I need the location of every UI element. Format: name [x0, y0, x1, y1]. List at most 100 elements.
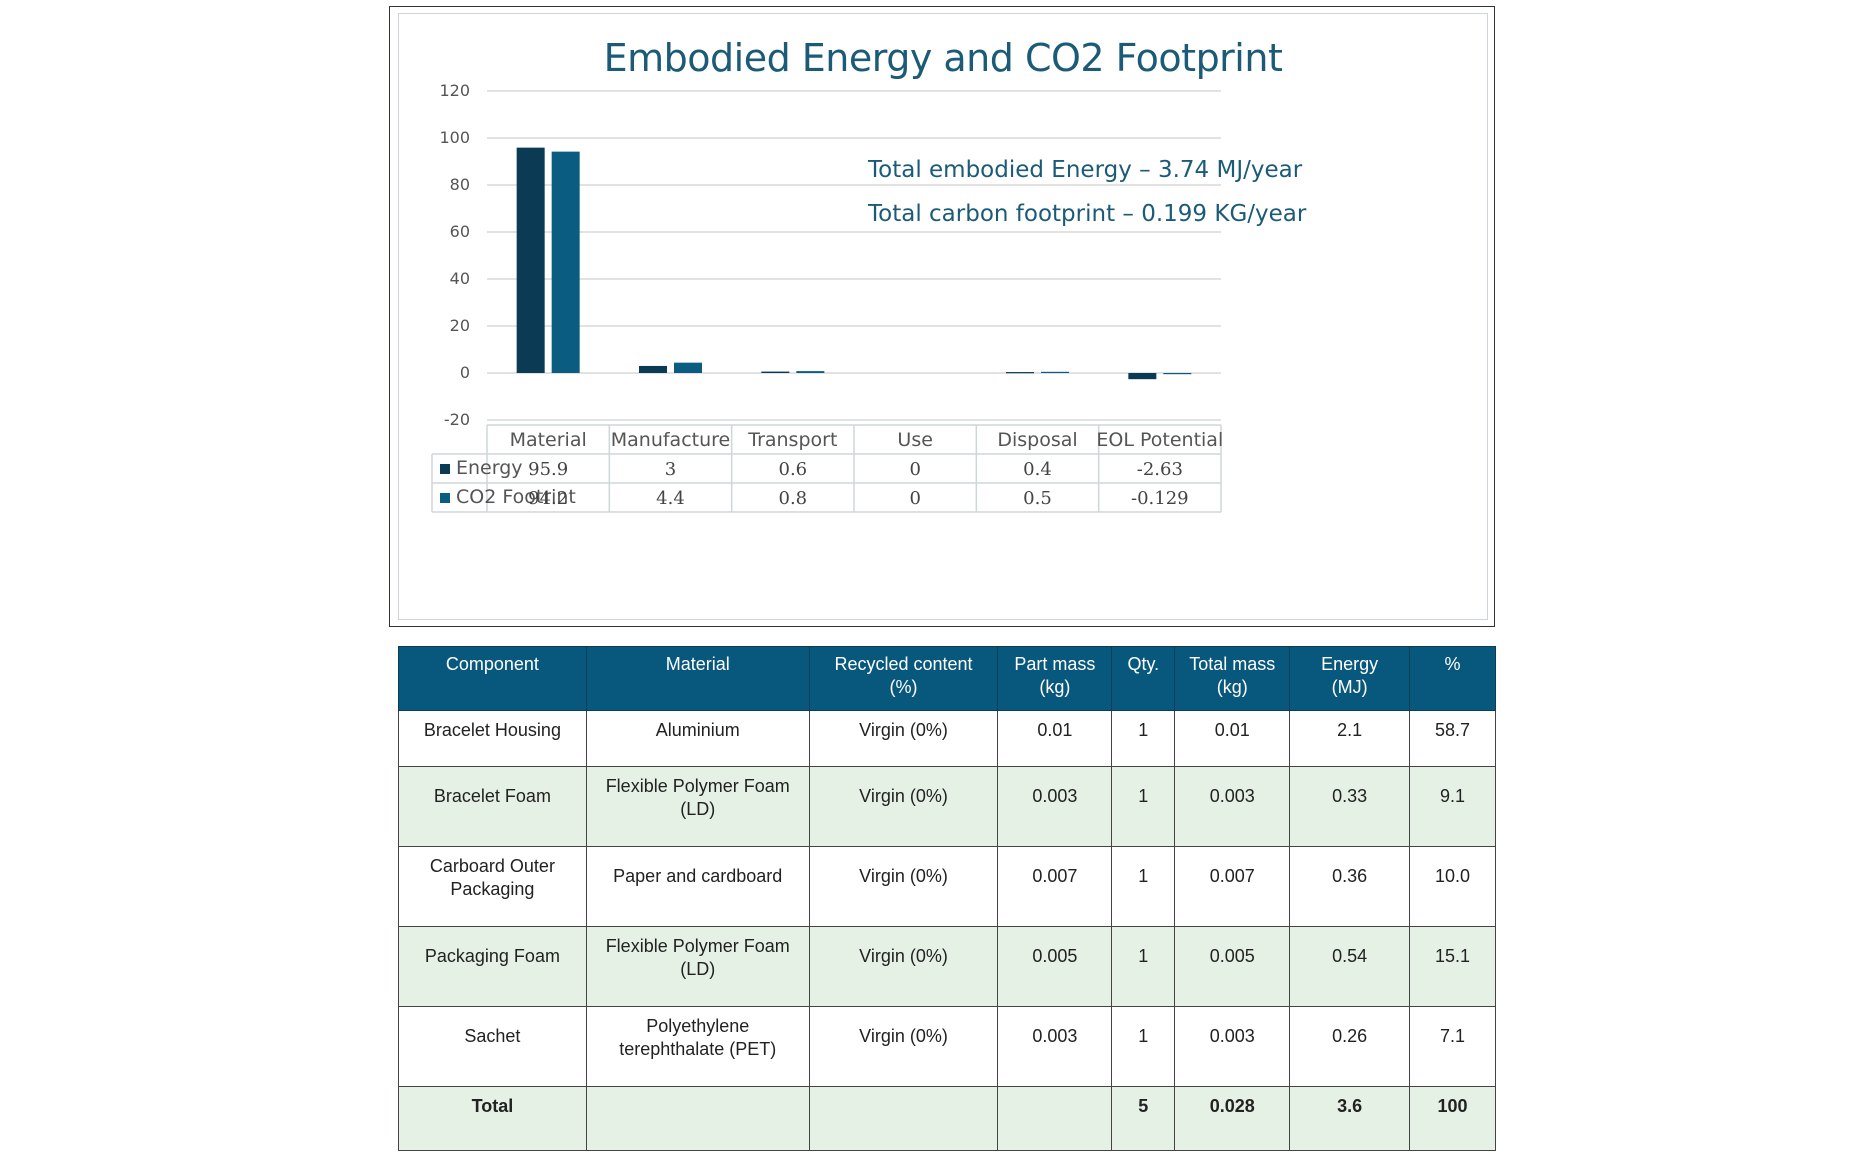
cell-component: Packaging Foam	[398, 926, 587, 1007]
cell-total-percent: 100	[1409, 1086, 1496, 1151]
cell-material: Aluminium	[585, 710, 810, 767]
cell-part-mass: 0.007	[997, 846, 1113, 927]
data-label: 0	[909, 459, 920, 480]
cell-qty: 1	[1111, 766, 1176, 847]
table-row: Bracelet Housing Aluminium Virgin (0%) 0…	[398, 710, 1496, 767]
y-tick-label: 20	[450, 316, 470, 335]
cell-percent: 10.0	[1409, 846, 1496, 927]
y-tick-label: 80	[450, 175, 470, 194]
cell-recycled: Virgin (0%)	[808, 710, 999, 767]
data-label: 0.5	[1023, 488, 1052, 509]
cell-material: Polyethylene terephthalate (PET)	[585, 1006, 810, 1087]
header-component: Component	[398, 646, 587, 711]
cell-recycled: Virgin (0%)	[808, 766, 999, 847]
cell-part-mass: 0.003	[997, 766, 1113, 847]
legend-swatch	[440, 493, 450, 503]
cell-recycled: Virgin (0%)	[808, 926, 999, 1007]
bar-co2-footrint-manufacture	[674, 362, 702, 373]
cell-total-mass: 0.028	[1174, 1086, 1291, 1151]
x-category-label: Transport	[747, 429, 837, 451]
x-category-label: Use	[897, 429, 933, 451]
cell-total-mass: 0.005	[1174, 926, 1291, 1007]
bar-co2-footrint-transport	[796, 371, 825, 373]
cell-energy: 2.1	[1289, 710, 1411, 767]
cell-material: Paper and cardboard	[585, 846, 810, 927]
header-part-mass: Part mass (kg)	[997, 646, 1113, 711]
component-table: Component Material Recycled content (%) P…	[398, 646, 1496, 1151]
data-label: 0.6	[779, 459, 808, 480]
cell-component: Bracelet Foam	[398, 766, 587, 847]
cell-material: Flexible Polymer Foam (LD)	[585, 926, 810, 1007]
y-tick-label: -20	[444, 410, 470, 429]
cell-total-energy: 3.6	[1289, 1086, 1411, 1151]
cell-total-mass: 0.007	[1174, 846, 1291, 927]
data-label: 4.4	[656, 488, 685, 509]
table-total-row: Total 5 0.028 3.6 100	[398, 1086, 1496, 1151]
chart-panel: Embodied Energy and CO2 Footprint 120 100…	[389, 6, 1495, 627]
cell-recycled: Virgin (0%)	[808, 1006, 999, 1087]
x-category-label: Disposal	[997, 429, 1077, 451]
cell-empty	[808, 1086, 999, 1151]
y-tick-label: 0	[460, 363, 470, 382]
cell-qty: 1	[1111, 710, 1176, 767]
data-label: 0.4	[1023, 459, 1052, 480]
table-row: Bracelet Foam Flexible Polymer Foam (LD)…	[398, 766, 1496, 847]
data-label: -2.63	[1137, 459, 1183, 480]
cell-part-mass: 0.005	[997, 926, 1113, 1007]
cell-energy: 0.26	[1289, 1006, 1411, 1087]
chart-title: Embodied Energy and CO2 Footprint	[603, 36, 1283, 80]
cell-component: Bracelet Housing	[398, 710, 587, 767]
header-qty: Qty.	[1111, 646, 1176, 711]
chart-area: Embodied Energy and CO2 Footprint	[398, 13, 1488, 620]
y-tick-label: 120	[439, 81, 470, 100]
header-recycled-content: Recycled content (%)	[808, 646, 999, 711]
cell-material: Flexible Polymer Foam (LD)	[585, 766, 810, 847]
cell-energy: 0.54	[1289, 926, 1411, 1007]
bar-energy-material	[516, 147, 545, 373]
cell-total-mass: 0.01	[1174, 710, 1291, 767]
x-category-label: EOL Potential	[1096, 429, 1223, 451]
data-label: 0.8	[779, 488, 808, 509]
cell-empty	[997, 1086, 1113, 1151]
cell-percent: 7.1	[1409, 1006, 1496, 1087]
x-category-label: Manufacture	[611, 429, 730, 451]
data-label: 3	[665, 459, 676, 480]
cell-component: Carboard Outer Packaging	[398, 846, 587, 927]
header-percent: %	[1409, 646, 1496, 711]
legend-label: CO2 Footrint	[456, 486, 576, 508]
table-row: Packaging Foam Flexible Polymer Foam (LD…	[398, 926, 1496, 1007]
cell-total-label: Total	[398, 1086, 587, 1151]
bar-energy-transport	[761, 371, 790, 373]
cell-total-mass: 0.003	[1174, 766, 1291, 847]
bar-co2-footrint-material	[551, 151, 580, 373]
cell-percent: 58.7	[1409, 710, 1496, 767]
data-label: 94.2	[528, 488, 568, 509]
cell-total-qty: 5	[1111, 1086, 1176, 1151]
y-tick-label: 40	[450, 269, 470, 288]
cell-qty: 1	[1111, 1006, 1176, 1087]
cell-part-mass: 0.003	[997, 1006, 1113, 1087]
y-tick-label: 60	[450, 222, 470, 241]
cell-qty: 1	[1111, 926, 1176, 1007]
table-row: Sachet Polyethylene terephthalate (PET) …	[398, 1006, 1496, 1087]
header-total-mass: Total mass (kg)	[1174, 646, 1291, 711]
data-label: 95.9	[528, 459, 568, 480]
bar-energy-eol-potential	[1128, 373, 1157, 380]
table-header: Component Material Recycled content (%) P…	[398, 646, 1496, 711]
annotation-text: Total carbon footprint – 0.199 KG/year	[867, 201, 1307, 227]
bar-co2-footrint-disposal	[1041, 371, 1069, 374]
cell-total-mass: 0.003	[1174, 1006, 1291, 1087]
cell-recycled: Virgin (0%)	[808, 846, 999, 927]
cell-part-mass: 0.01	[997, 710, 1113, 767]
cell-empty	[585, 1086, 810, 1151]
legend-swatch	[440, 464, 450, 474]
bar-energy-manufacture	[639, 365, 667, 373]
legend-label: Energy	[456, 457, 523, 479]
header-energy: Energy (MJ)	[1289, 646, 1411, 711]
data-label: -0.129	[1131, 488, 1189, 509]
cell-percent: 9.1	[1409, 766, 1496, 847]
annotation-text: Total embodied Energy – 3.74 MJ/year	[867, 157, 1303, 183]
bar-energy-disposal	[1006, 372, 1034, 374]
cell-energy: 0.36	[1289, 846, 1411, 927]
